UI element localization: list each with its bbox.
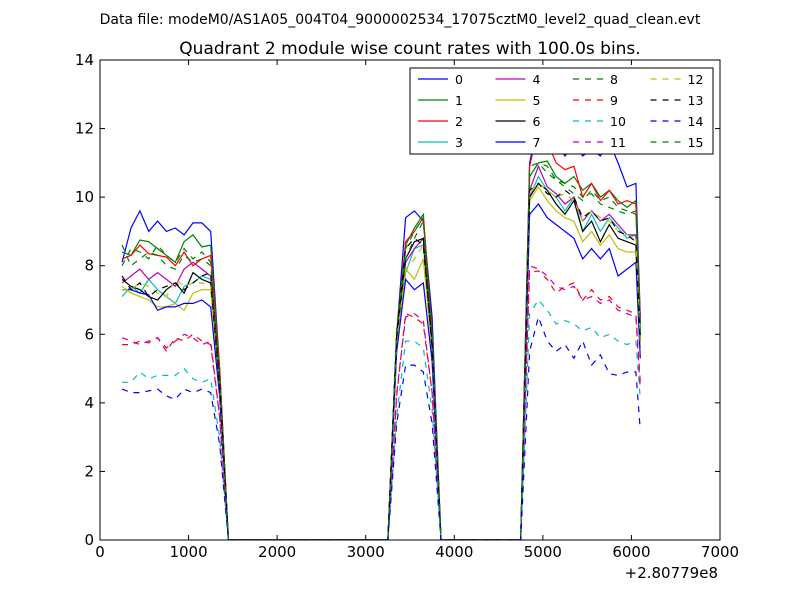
y-tick-label: 10 (75, 188, 94, 206)
x-axis-offset-label: +2.80779e8 (625, 564, 718, 582)
y-tick-label: 4 (84, 394, 94, 412)
series-line-14 (121, 315, 641, 540)
legend-label-5: 5 (533, 93, 541, 108)
legend-label-6: 6 (533, 114, 541, 129)
series-line-10 (122, 299, 641, 540)
y-tick-label: 14 (75, 51, 94, 69)
y-tick-label: 6 (84, 325, 94, 343)
legend-label-15: 15 (688, 135, 704, 150)
x-tick-label: 2000 (258, 543, 296, 561)
legend-label-8: 8 (610, 72, 618, 87)
legend-box (409, 67, 714, 155)
suptitle: Data file: modeM0/AS1A05_004T04_90000025… (100, 12, 701, 28)
y-tick-label: 0 (84, 531, 94, 549)
series-line-8 (121, 162, 641, 540)
legend-label-4: 4 (533, 72, 541, 87)
legend-label-12: 12 (688, 72, 704, 87)
legend-label-10: 10 (610, 114, 626, 129)
series-line-7 (122, 202, 641, 540)
x-tick-label: 5000 (524, 543, 562, 561)
legend-label-13: 13 (688, 93, 704, 108)
series-line-2 (121, 127, 641, 540)
legend-label-3: 3 (455, 135, 463, 150)
y-tick-label: 2 (84, 462, 94, 480)
legend-label-14: 14 (688, 114, 704, 129)
x-tick-label: 3000 (347, 543, 385, 561)
series-line-15 (121, 162, 641, 540)
x-tick-label: 4000 (435, 543, 473, 561)
x-tick-label: 0 (95, 543, 105, 561)
legend-label-0: 0 (455, 72, 463, 87)
y-tick-label: 8 (84, 257, 94, 275)
legend-label-11: 11 (610, 135, 626, 150)
series-line-5 (121, 185, 641, 540)
series-line-3 (121, 175, 641, 540)
x-tick-label: 7000 (701, 543, 739, 561)
axes-frame (99, 59, 721, 541)
series-lines (121, 120, 641, 540)
legend-label-9: 9 (610, 93, 618, 108)
chart-title: Quadrant 2 module wise count rates with … (179, 39, 640, 59)
series-line-1 (121, 160, 641, 540)
legend-label-7: 7 (533, 135, 541, 150)
y-tick-label: 12 (75, 120, 94, 138)
legend-label-1: 1 (455, 93, 463, 108)
x-tick-label: 1000 (169, 543, 207, 561)
series-line-6 (121, 182, 641, 540)
series-line-13 (121, 182, 641, 540)
plot-area: 0 1000 2000 3000 4000 5000 6000 700002468101214… (75, 51, 739, 561)
series-line-9 (122, 270, 641, 540)
legend-label-2: 2 (455, 114, 463, 129)
x-tick-label: 6000 (612, 543, 650, 561)
